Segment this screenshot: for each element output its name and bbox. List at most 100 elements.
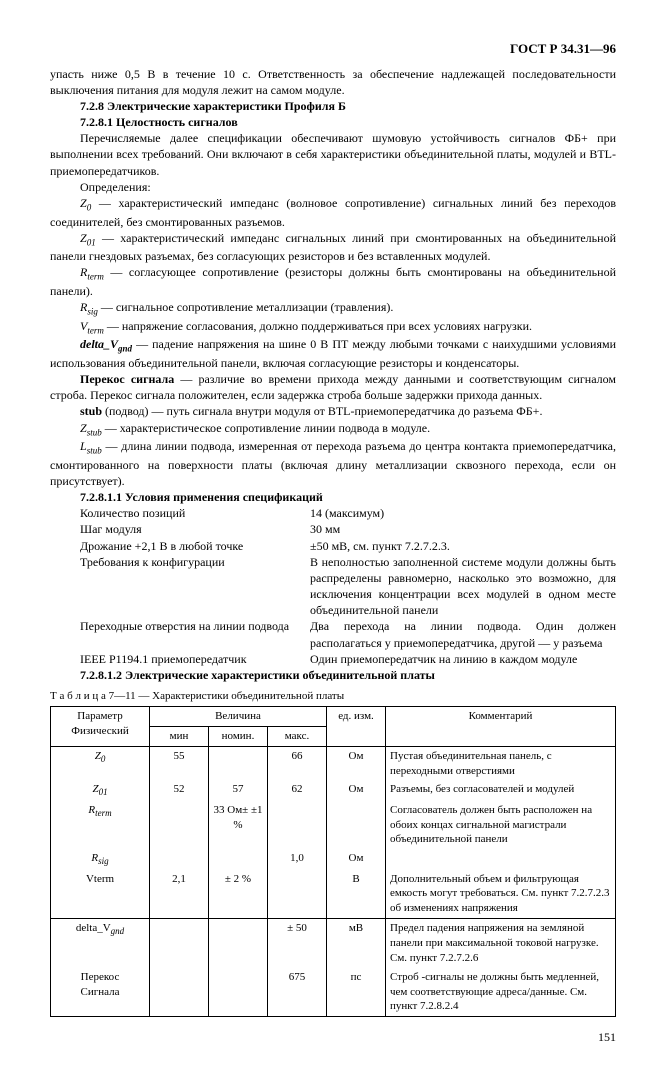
spec-r4-value: В неполностью заполненной системе модули… xyxy=(310,554,616,619)
th-comment: Комментарий xyxy=(386,707,616,747)
spec-r6-label: IEEE P1194.1 приемопередатчик xyxy=(50,651,310,667)
cell-r3-min xyxy=(150,801,209,850)
cell-r6-max: ± 50 xyxy=(268,919,327,968)
def-skew-bold: Перекос сигнала xyxy=(80,372,174,386)
cell-r5-min: 2,1 xyxy=(150,870,209,919)
sec-72811-title: 7.2.8.1.1 Условия применения спецификаци… xyxy=(80,490,323,504)
page-number: 151 xyxy=(50,1029,616,1045)
spec-row-6: IEEE P1194.1 приемопередатчик Один прием… xyxy=(50,651,616,667)
cell-r2-comment: Разъемы, без согласователей и модулей xyxy=(386,780,616,800)
def-deltavgnd: delta_Vgnd — падение напряжения на шине … xyxy=(50,336,616,371)
cell-r2-min: 52 xyxy=(150,780,209,800)
spec-r3-label: Дрожание +2,1 В в любой точке xyxy=(50,538,310,554)
spec-r1-label: Количество позиций xyxy=(50,505,310,521)
cell-r4-max: 1,0 xyxy=(268,849,327,869)
sec-7281: 7.2.8.1 Целостность сигналов xyxy=(50,114,616,130)
sym-vterm: Vterm xyxy=(80,319,104,333)
def-deltavgnd-text: — падение напряжения на шине 0 В ПТ межд… xyxy=(50,337,616,370)
def-z0: Z0 — характеристический импеданс (волнов… xyxy=(50,195,616,230)
cell-r2-unit: Ом xyxy=(327,780,386,800)
def-rterm: Rterm — согласующее сопротивление (резис… xyxy=(50,264,616,299)
def-zstub: Zstub — характеристическое сопротивление… xyxy=(50,420,616,439)
table-row: ПерекосСигнала 675 пс Строб -сигналы не … xyxy=(51,968,616,1017)
th-max: макс. xyxy=(268,726,327,746)
cell-r4-param: Rsig xyxy=(51,849,150,869)
cell-r7-unit: пс xyxy=(327,968,386,1017)
sym-z0: Z0 xyxy=(80,196,91,210)
cell-r5-max xyxy=(268,870,327,919)
table-row: Rsig 1,0 Ом xyxy=(51,849,616,869)
spec-row-4: Требования к конфигурации В неполностью … xyxy=(50,554,616,619)
cell-r6-min xyxy=(150,919,209,968)
table-header-row-1: Параметр Физический Величина ед. изм. Ко… xyxy=(51,707,616,727)
sec-728: 7.2.8 Электрические характеристики Профи… xyxy=(50,98,616,114)
def-lstub: Lstub — длина линии подвода, измеренная … xyxy=(50,438,616,489)
cell-r2-param: Z01 xyxy=(51,780,150,800)
spec-r5-label: Переходные отверстия на линии подвода xyxy=(50,618,310,650)
doc-header: ГОСТ Р 34.31—96 xyxy=(50,40,616,58)
def-z0-text: — характеристический импеданс (волновое … xyxy=(50,196,616,229)
sec-728-title: 7.2.8 Электрические характеристики Профи… xyxy=(80,99,346,113)
cell-r7-nom xyxy=(209,968,268,1017)
sym-rsig: Rsig xyxy=(80,300,98,314)
def-skew: Перекос сигнала — различие во времени пр… xyxy=(50,371,616,403)
cell-r7-max: 675 xyxy=(268,968,327,1017)
spec-row-2: Шаг модуля 30 мм xyxy=(50,521,616,537)
spec-r1-value: 14 (максимум) xyxy=(310,505,616,521)
cell-r2-nom: 57 xyxy=(209,780,268,800)
cell-r1-param: Z0 xyxy=(51,746,150,780)
spec-row-5: Переходные отверстия на линии подвода Дв… xyxy=(50,618,616,650)
table-caption: Т а б л и ц а 7—11 — Характеристики объе… xyxy=(50,689,616,704)
th-val: Величина xyxy=(150,707,327,727)
cell-r3-param: Rterm xyxy=(51,801,150,850)
def-z01: Z01 — характеристический импеданс сигнал… xyxy=(50,230,616,265)
cell-r5-param: Vterm xyxy=(51,870,150,919)
def-rsig: Rsig — сигнальное сопротивление металлиз… xyxy=(50,299,616,318)
spec-row-1: Количество позиций 14 (максимум) xyxy=(50,505,616,521)
sym-z01: Z01 xyxy=(80,231,96,245)
sym-zstub: Zstub xyxy=(80,421,102,435)
th-nom: номин. xyxy=(209,726,268,746)
sym-lstub: Lstub xyxy=(80,439,102,453)
cell-r1-max: 66 xyxy=(268,746,327,780)
cell-r6-unit: мВ xyxy=(327,919,386,968)
th-unit: ед. изм. xyxy=(327,707,386,747)
def-stub: stub (подвод) — путь сигнала внутри моду… xyxy=(50,403,616,419)
cell-r5-nom: ± 2 % xyxy=(209,870,268,919)
th-param: Параметр Физический xyxy=(51,707,150,747)
spec-r6-value: Один приемопередатчик на линию в каждом … xyxy=(310,651,616,667)
cell-r4-comment xyxy=(386,849,616,869)
table-row: Z01 52 57 62 Ом Разъемы, без согласовате… xyxy=(51,780,616,800)
spec-row-3: Дрожание +2,1 В в любой точке ±50 мВ, см… xyxy=(50,538,616,554)
cell-r3-comment: Согласователь должен быть расположен на … xyxy=(386,801,616,850)
def-rterm-text: — согласующее сопротивление (резисторы д… xyxy=(50,265,616,298)
cell-r1-comment: Пустая объединительная панель, с переход… xyxy=(386,746,616,780)
sec-72812: 7.2.8.1.2 Электрические характеристики о… xyxy=(50,667,616,683)
cell-r2-max: 62 xyxy=(268,780,327,800)
spec-r2-label: Шаг модуля xyxy=(50,521,310,537)
table-row: Vterm 2,1 ± 2 % В Дополнительный объем и… xyxy=(51,870,616,919)
table-row: delta_Vgnd ± 50 мВ Предел падения напряж… xyxy=(51,919,616,968)
table-7-11: Параметр Физический Величина ед. изм. Ко… xyxy=(50,706,616,1017)
cell-r3-nom: 33 Ом± ±1 % xyxy=(209,801,268,850)
spec-r2-value: 30 мм xyxy=(310,521,616,537)
cell-r4-min xyxy=(150,849,209,869)
th-min: мин xyxy=(150,726,209,746)
cell-r1-unit: Ом xyxy=(327,746,386,780)
cell-r6-nom xyxy=(209,919,268,968)
def-rsig-text: — сигнальное сопротивление металлизации … xyxy=(98,300,394,314)
cell-r7-param: ПерекосСигнала xyxy=(51,968,150,1017)
cell-r4-nom xyxy=(209,849,268,869)
sec-72812-title: 7.2.8.1.2 Электрические характеристики о… xyxy=(80,668,435,682)
def-zstub-text: — характеристическое сопротивление линии… xyxy=(102,421,430,435)
def-stub-text: (подвод) — путь сигнала внутри модуля от… xyxy=(102,404,542,418)
para-2: Перечисляемые далее спецификации обеспеч… xyxy=(50,130,616,179)
cell-r6-param: delta_Vgnd xyxy=(51,919,150,968)
cell-r5-unit: В xyxy=(327,870,386,919)
spec-r5-value: Два перехода на линии подвода. Один долж… xyxy=(310,618,616,650)
table-row: Rterm 33 Ом± ±1 % Согласователь должен б… xyxy=(51,801,616,850)
cell-r7-min xyxy=(150,968,209,1017)
cell-r3-unit xyxy=(327,801,386,850)
def-stub-bold: stub xyxy=(80,404,102,418)
sec-72811: 7.2.8.1.1 Условия применения спецификаци… xyxy=(50,489,616,505)
